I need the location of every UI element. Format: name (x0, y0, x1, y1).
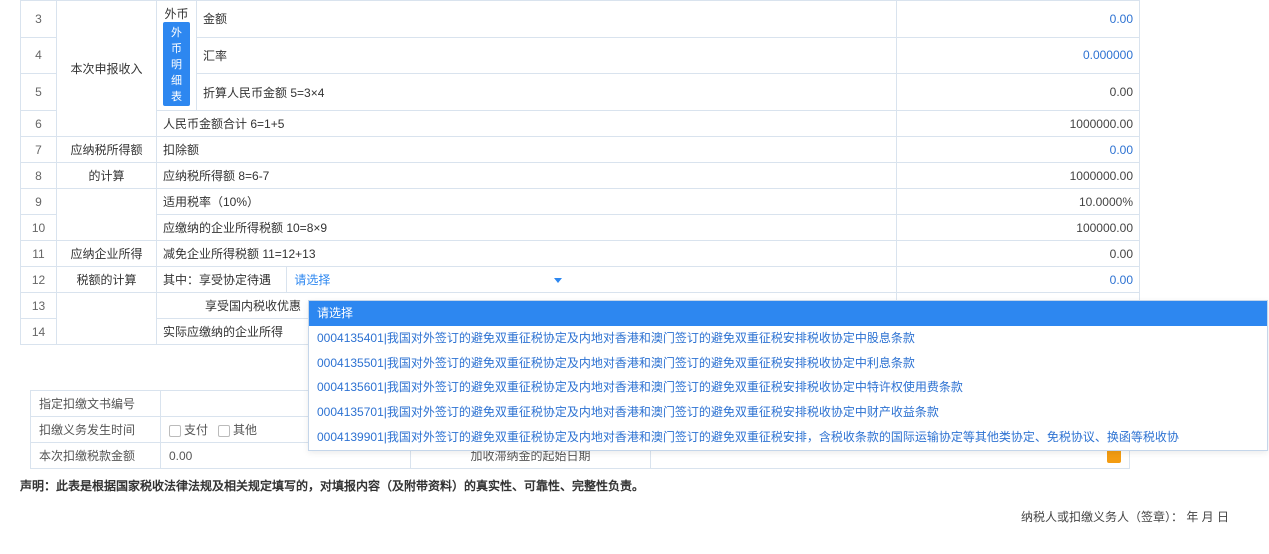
currency-label: 外币 (164, 7, 188, 21)
dropdown-option[interactable]: 0004139901|我国对外签订的避免双重征税协定及内地对香港和澳门签订的避免… (309, 425, 1267, 450)
cell-value: 0.00 (897, 241, 1140, 267)
chevron-down-icon (554, 278, 562, 283)
cell-value: 100000.00 (897, 215, 1140, 241)
row-index: 6 (21, 111, 57, 137)
cell-label: 其中：享受协定待遇 (157, 267, 287, 292)
cell-label: 适用税率（10%） (157, 189, 897, 215)
foreign-currency-detail-button[interactable]: 外币明细表 (163, 22, 190, 106)
row-index: 13 (21, 293, 57, 319)
tax-calc-table: 3 本次申报收入 外币 外币明细表 金额 0.00 4 汇率 0.000000 … (20, 0, 1140, 345)
cell-currency: 外币 外币明细表 (157, 1, 197, 111)
section-label: 应纳税所得额 (57, 137, 157, 163)
treaty-dropdown[interactable]: 请选择 0004135401|我国对外签订的避免双重征税协定及内地对香港和澳门签… (308, 300, 1268, 451)
cell-value[interactable]: 0.000000 (897, 37, 1140, 74)
cell-value[interactable]: 0.00 (897, 137, 1140, 163)
declaration-text: 声明：此表是根据国家税收法律法规及相关规定填写的，对填报内容（及附带资料）的真实… (20, 477, 1249, 494)
dropdown-option[interactable]: 0004135701|我国对外签订的避免双重征税协定及内地对香港和澳门签订的避免… (309, 400, 1267, 425)
signature-line: 纳税人或扣缴义务人（签章）： 年 月 日 (0, 508, 1229, 525)
dropdown-option[interactable]: 0004135601|我国对外签订的避免双重征税协定及内地对香港和澳门签订的避免… (309, 375, 1267, 400)
cell-label: 应纳税所得额 8=6-7 (157, 163, 897, 189)
row-index: 10 (21, 215, 57, 241)
treaty-select[interactable]: 请选择 (290, 271, 565, 289)
cell-label: 折算人民币金额 5=3×4 (197, 74, 897, 111)
cell-value[interactable]: 0.00 (897, 1, 1140, 38)
dropdown-option[interactable]: 请选择 (309, 301, 1267, 326)
dropdown-option[interactable]: 0004135501|我国对外签订的避免双重征税协定及内地对香港和澳门签订的避免… (309, 351, 1267, 376)
row-index: 5 (21, 74, 57, 111)
field-label: 本次扣缴税款金额 (31, 443, 161, 469)
cell-label: 金额 (197, 1, 897, 38)
cell-label: 人民币金额合计 6=1+5 (157, 111, 897, 137)
table-row: 8 的计算 应纳税所得额 8=6-7 1000000.00 (21, 163, 1140, 189)
row-index: 4 (21, 37, 57, 74)
section-label: 税额的计算 (57, 267, 157, 293)
treaty-cell: 其中：享受协定待遇 请选择 (157, 267, 897, 293)
cell-value: 0.00 (897, 74, 1140, 111)
cell-label: 扣除额 (157, 137, 897, 163)
table-row: 11 应纳企业所得 减免企业所得税额 11=12+13 0.00 (21, 241, 1140, 267)
row-index: 8 (21, 163, 57, 189)
calendar-icon (1107, 449, 1121, 463)
row-index: 11 (21, 241, 57, 267)
row-index: 7 (21, 137, 57, 163)
cell-value: 10.0000% (897, 189, 1140, 215)
table-row: 10 应缴纳的企业所得税额 10=8×9 100000.00 (21, 215, 1140, 241)
cell-value[interactable]: 0.00 (897, 267, 1140, 293)
table-row: 3 本次申报收入 外币 外币明细表 金额 0.00 (21, 1, 1140, 38)
table-row: 7 应纳税所得额 扣除额 0.00 (21, 137, 1140, 163)
row-index: 3 (21, 1, 57, 38)
table-row: 12 税额的计算 其中：享受协定待遇 请选择 0.00 (21, 267, 1140, 293)
checkbox-pay[interactable] (169, 425, 181, 437)
dropdown-option[interactable]: 0004135401|我国对外签订的避免双重征税协定及内地对香港和澳门签订的避免… (309, 326, 1267, 351)
section-label (57, 293, 157, 345)
table-row: 6 人民币金额合计 6=1+5 1000000.00 (21, 111, 1140, 137)
field-label: 扣缴义务发生时间 (31, 417, 161, 443)
cell-value: 1000000.00 (897, 163, 1140, 189)
section-label: 应纳企业所得 (57, 241, 157, 267)
section-label: 本次申报收入 (57, 1, 157, 137)
row-index: 9 (21, 189, 57, 215)
section-label: 的计算 (57, 163, 157, 189)
row-index: 12 (21, 267, 57, 293)
cell-value: 1000000.00 (897, 111, 1140, 137)
field-label: 指定扣缴文书编号 (31, 391, 161, 417)
cell-label: 减免企业所得税额 11=12+13 (157, 241, 897, 267)
cell-label: 汇率 (197, 37, 897, 74)
cell-label: 应缴纳的企业所得税额 10=8×9 (157, 215, 897, 241)
row-index: 14 (21, 319, 57, 345)
checkbox-other[interactable] (218, 425, 230, 437)
table-row: 9 适用税率（10%） 10.0000% (21, 189, 1140, 215)
section-label (57, 189, 157, 241)
checkbox-label: 其他 (233, 423, 257, 437)
checkbox-label: 支付 (184, 423, 208, 437)
select-value: 请选择 (294, 273, 330, 287)
